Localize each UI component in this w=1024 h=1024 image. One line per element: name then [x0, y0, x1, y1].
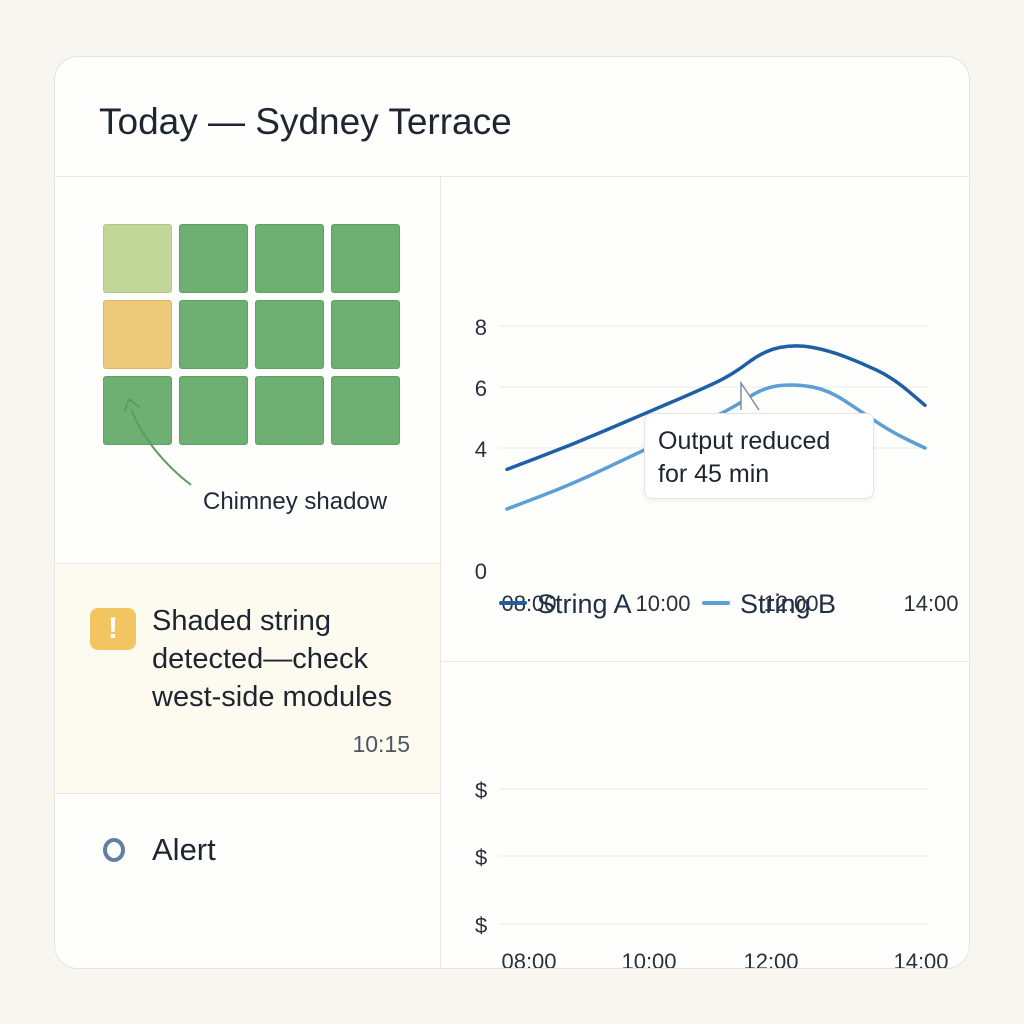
cost-x-tick-label: 10:00: [621, 949, 676, 969]
solar-module-r2-c2[interactable]: [179, 300, 248, 369]
solar-module-r3-c4[interactable]: [331, 376, 400, 445]
solar-array-map: Chimney shadow: [55, 177, 440, 564]
cost-y-tick-label: $: [475, 778, 487, 803]
cost-x-tick-label: 08:00: [501, 949, 556, 969]
legend-label: String A: [537, 589, 632, 619]
chimney-shadow-label: Chimney shadow: [203, 488, 388, 515]
warning-icon: !: [90, 608, 136, 650]
circle-icon: [103, 838, 125, 862]
legend-swatch: [499, 600, 527, 605]
series-line-string-b: [505, 383, 927, 511]
series-line-string-a: [505, 344, 927, 472]
y-tick-label: 6: [475, 376, 487, 401]
legend-item-string-a[interactable]: String A: [499, 589, 632, 620]
solar-module-r1-c4[interactable]: [331, 224, 400, 293]
shadow-arrow: [124, 398, 192, 486]
legend-label: String B: [740, 589, 837, 619]
card-header: Today — Sydney Terrace: [55, 57, 969, 177]
x-tick-label: 14:00: [903, 591, 958, 616]
alert-list-item[interactable]: Alert: [55, 794, 440, 968]
x-tick-label: 10:00: [635, 591, 690, 616]
page-title: Today — Sydney Terrace: [99, 101, 512, 142]
y-tick-label: 4: [475, 437, 487, 462]
cost-x-tick-label: 14:00: [893, 949, 948, 969]
cost-chart: $ $ $08:00 10:00 12:00 14:00: [441, 662, 969, 969]
tooltip-pointer: [740, 380, 760, 411]
solar-module-r1-c1[interactable]: [103, 224, 172, 293]
solar-module-r1-c2[interactable]: [179, 224, 248, 293]
solar-module-r2-c1[interactable]: [103, 300, 172, 369]
dashboard-card: Today — Sydney Terrace Chimney shadow ! …: [54, 56, 970, 969]
x-tick-label: 12:00: [763, 591, 818, 616]
y-tick-label: 0: [475, 559, 487, 584]
solar-module-r3-c3[interactable]: [255, 376, 324, 445]
cost-y-tick-label: $: [475, 845, 487, 870]
solar-module-r2-c3[interactable]: [255, 300, 324, 369]
cost-chart-svg: $ $ $08:00 10:00 12:00 14:00: [475, 778, 949, 969]
legend-swatch: [702, 600, 730, 605]
cost-y-tick-label: $: [475, 913, 487, 938]
alert-message: Shaded string detected—check west-side m…: [152, 605, 393, 713]
solar-module-r2-c4[interactable]: [331, 300, 400, 369]
solar-module-r3-c1[interactable]: [103, 376, 172, 445]
y-tick-label: 8: [475, 315, 487, 340]
column-divider: [440, 177, 441, 968]
shading-alert[interactable]: ! Shaded string detected—check west-side…: [55, 564, 440, 794]
cost-x-tick-label: 12:00: [743, 949, 798, 969]
chart-annotation-tooltip: Output reduced for 45 min: [644, 413, 874, 499]
solar-module-r3-c2[interactable]: [179, 376, 248, 445]
legend-item-string-b[interactable]: String B: [702, 589, 836, 620]
alert-timestamp: 10:15: [352, 731, 410, 757]
alert-label: Alert: [152, 832, 216, 867]
solar-module-r1-c3[interactable]: [255, 224, 324, 293]
string-output-chart: 0 4 6 8 08:00 10:00 12:00 14:00 Output reduced …: [441, 177, 969, 662]
